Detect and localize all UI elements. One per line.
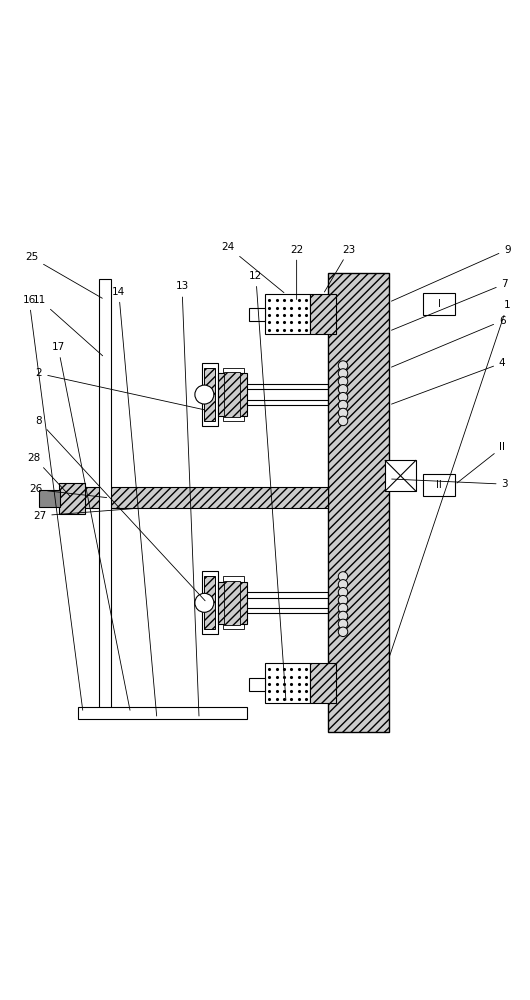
Text: 27: 27: [33, 509, 133, 521]
Circle shape: [338, 572, 348, 581]
Bar: [99, 279, 111, 711]
Bar: [217, 582, 246, 624]
Circle shape: [338, 619, 348, 629]
Bar: [224, 581, 240, 625]
Bar: [310, 294, 336, 334]
Bar: [204, 368, 215, 421]
Circle shape: [338, 416, 348, 426]
Bar: [310, 663, 336, 703]
Text: 11: 11: [33, 295, 103, 356]
Bar: [328, 273, 389, 732]
Bar: [223, 576, 244, 629]
Text: 9: 9: [392, 245, 511, 301]
Circle shape: [338, 385, 348, 394]
Circle shape: [338, 392, 348, 402]
Circle shape: [195, 593, 214, 612]
Text: 6: 6: [392, 316, 506, 367]
Bar: [265, 663, 310, 703]
Text: 26: 26: [29, 484, 107, 498]
Text: 4: 4: [392, 358, 506, 404]
Text: 12: 12: [249, 271, 286, 700]
Text: 7: 7: [392, 279, 508, 330]
Circle shape: [338, 588, 348, 597]
Text: 8: 8: [36, 416, 205, 601]
Text: 22: 22: [290, 245, 303, 300]
Bar: [59, 483, 85, 514]
Bar: [39, 490, 60, 507]
Circle shape: [338, 408, 348, 418]
Bar: [78, 707, 246, 719]
Circle shape: [338, 400, 348, 410]
Bar: [249, 678, 265, 691]
Text: 2: 2: [36, 368, 204, 410]
Text: 1: 1: [390, 300, 511, 656]
Circle shape: [338, 580, 348, 589]
Circle shape: [338, 611, 348, 621]
Text: II: II: [436, 480, 442, 490]
Bar: [202, 571, 217, 634]
Bar: [204, 576, 215, 629]
Bar: [224, 372, 240, 417]
Circle shape: [338, 627, 348, 637]
Text: 24: 24: [222, 242, 284, 293]
Text: 3: 3: [392, 479, 508, 489]
Text: 17: 17: [51, 342, 130, 710]
Circle shape: [338, 369, 348, 378]
Text: 25: 25: [25, 252, 102, 298]
Text: I: I: [438, 299, 440, 309]
Circle shape: [338, 603, 348, 613]
Circle shape: [338, 595, 348, 605]
Text: 13: 13: [175, 281, 199, 716]
Text: 16: 16: [22, 295, 83, 710]
Circle shape: [338, 361, 348, 370]
Bar: [385, 460, 416, 491]
Bar: [202, 363, 217, 426]
Circle shape: [338, 377, 348, 386]
Text: 28: 28: [28, 453, 70, 496]
Bar: [83, 487, 328, 508]
Text: II: II: [457, 442, 505, 483]
Bar: [423, 293, 455, 315]
Bar: [223, 368, 244, 421]
Text: 23: 23: [324, 245, 356, 292]
Text: 14: 14: [112, 287, 157, 716]
Bar: [423, 474, 455, 496]
Bar: [217, 373, 246, 416]
Circle shape: [195, 385, 214, 404]
Bar: [265, 294, 310, 334]
Bar: [249, 308, 265, 321]
